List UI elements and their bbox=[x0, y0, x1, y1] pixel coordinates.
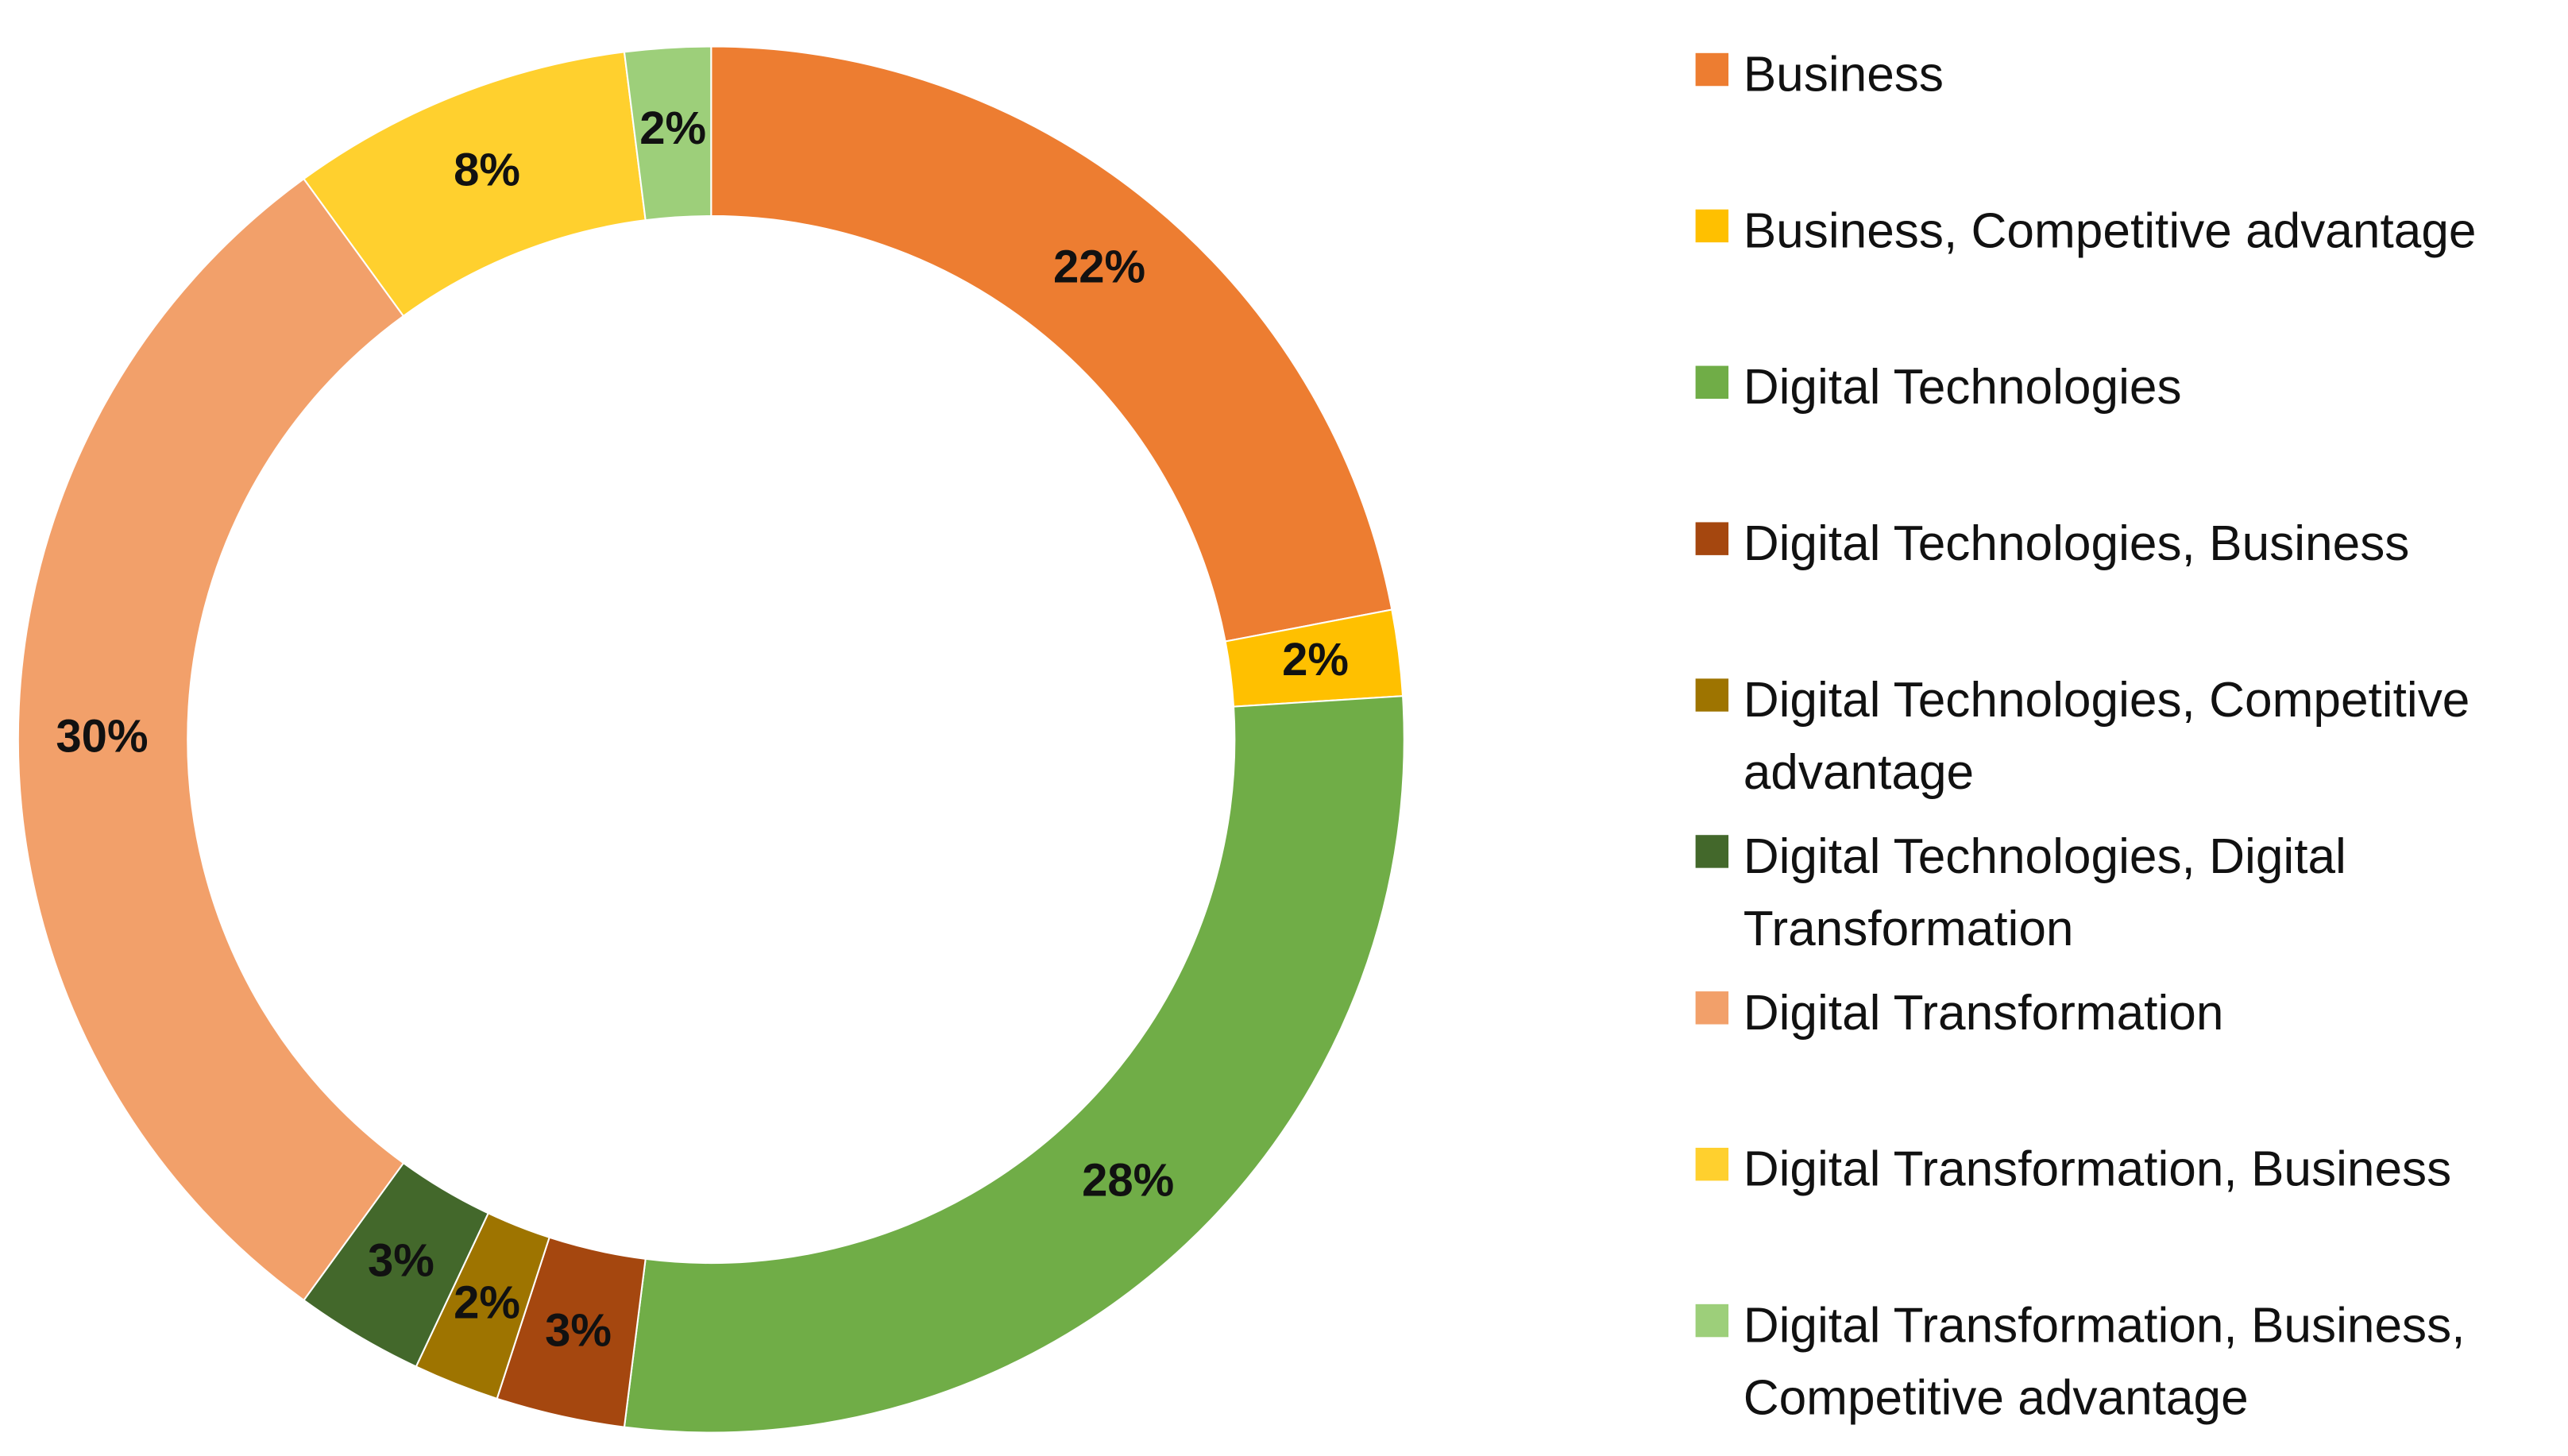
data-label: 28% bbox=[1082, 1154, 1174, 1206]
data-label: 2% bbox=[639, 102, 706, 154]
legend-label: Digital Technologies, Digital Transforma… bbox=[1743, 829, 2346, 957]
legend-swatch bbox=[1695, 1147, 1729, 1181]
legend-swatch bbox=[1695, 835, 1729, 868]
legend-label: Business, Competitive advantage bbox=[1743, 204, 2477, 259]
legend-item: Business bbox=[1695, 40, 2568, 112]
legend-swatch bbox=[1695, 522, 1729, 555]
legend-label: Digital Transformation, Business, Compet… bbox=[1743, 1299, 2466, 1427]
legend-swatch bbox=[1695, 678, 1729, 712]
legend-label: Digital Technologies, Competitive advant… bbox=[1743, 674, 2470, 801]
legend-swatch bbox=[1695, 52, 1729, 87]
donut-segment bbox=[623, 695, 1405, 1434]
legend-label: Business bbox=[1743, 48, 1944, 102]
data-label: 22% bbox=[1053, 241, 1145, 293]
donut: 22% 2% 28% 3% 2% 3% 30% 8% 2% bbox=[17, 45, 1405, 1434]
legend-item: Digital Transformation bbox=[1695, 979, 2568, 1051]
data-label: 8% bbox=[454, 144, 520, 195]
donut-segment bbox=[710, 45, 1393, 643]
legend-label: Digital Technologies, Business bbox=[1743, 517, 2410, 572]
legend-swatch bbox=[1695, 209, 1729, 243]
legend-label: Digital Transformation bbox=[1743, 986, 2224, 1041]
legend-swatch bbox=[1695, 1303, 1729, 1338]
legend-label: Digital Technologies bbox=[1743, 361, 2182, 415]
data-label: 30% bbox=[56, 710, 148, 762]
data-label: 3% bbox=[545, 1305, 612, 1357]
data-label: 2% bbox=[454, 1276, 520, 1328]
legend: Business Business, Competitive advantage D… bbox=[1679, 0, 2568, 1455]
legend-swatch bbox=[1695, 365, 1729, 400]
legend-item: Digital Technologies, Business bbox=[1695, 509, 2568, 581]
legend-item: Digital Technologies bbox=[1695, 353, 2568, 425]
legend-item: Business, Competitive advantage bbox=[1695, 196, 2568, 268]
legend-label: Digital Transformation, Business bbox=[1743, 1142, 2452, 1198]
donut-segment bbox=[17, 177, 405, 1302]
legend-item: Digital Technologies, Digital Transforma… bbox=[1695, 822, 2568, 967]
legend-item: Digital Transformation, Business, Compet… bbox=[1695, 1291, 2568, 1435]
donut-segment bbox=[623, 45, 712, 222]
data-label: 3% bbox=[368, 1234, 434, 1286]
legend-item: Digital Transformation, Business bbox=[1695, 1134, 2568, 1207]
legend-item: Digital Technologies, Competitive advant… bbox=[1695, 666, 2568, 810]
data-label: 2% bbox=[1282, 634, 1349, 686]
legend-swatch bbox=[1695, 991, 1729, 1025]
legend-box: Business Business, Competitive advantage D… bbox=[1679, 0, 2568, 1455]
